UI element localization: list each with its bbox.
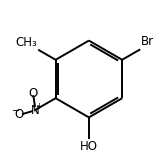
Text: +: + [36, 102, 43, 111]
Text: CH₃: CH₃ [16, 36, 37, 49]
Text: Br: Br [141, 35, 154, 48]
Text: N: N [30, 104, 39, 117]
Text: O: O [29, 87, 38, 100]
Text: O: O [15, 108, 24, 121]
Text: −: − [12, 106, 21, 116]
Text: HO: HO [80, 140, 98, 153]
